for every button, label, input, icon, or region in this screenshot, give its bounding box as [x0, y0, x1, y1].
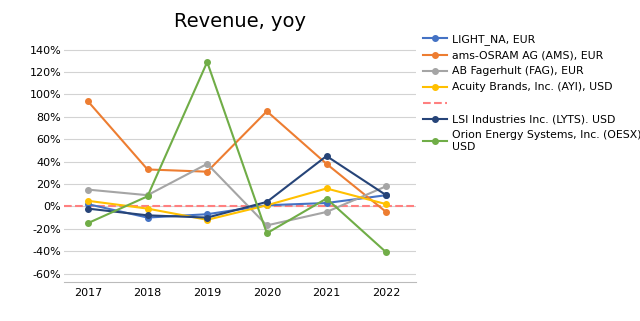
AB Fagerhult (FAG), EUR	[144, 193, 152, 197]
LSI Industries Inc. (LYTS). USD	[84, 207, 92, 211]
ams-OSRAM AG (AMS), EUR	[204, 170, 211, 174]
ams-OSRAM AG (AMS), EUR	[263, 109, 271, 113]
LIGHT_NA, EUR	[263, 203, 271, 207]
AB Fagerhult (FAG), EUR	[382, 184, 390, 188]
Orion Energy Systems, Inc. (OESX),
USD	[84, 221, 92, 225]
LIGHT_NA, EUR	[84, 202, 92, 206]
AB Fagerhult (FAG), EUR	[84, 188, 92, 192]
Title: Revenue, yoy: Revenue, yoy	[174, 13, 306, 31]
Acuity Brands, Inc. (AYI), USD	[323, 187, 330, 190]
LSI Industries Inc. (LYTS). USD	[144, 213, 152, 217]
LSI Industries Inc. (LYTS). USD	[204, 216, 211, 220]
LSI Industries Inc. (LYTS). USD	[382, 193, 390, 197]
Line: LIGHT_NA, EUR: LIGHT_NA, EUR	[85, 192, 389, 220]
Line: LSI Industries Inc. (LYTS). USD: LSI Industries Inc. (LYTS). USD	[85, 153, 389, 220]
Line: AB Fagerhult (FAG), EUR: AB Fagerhult (FAG), EUR	[85, 161, 389, 228]
Orion Energy Systems, Inc. (OESX),
USD	[263, 231, 271, 235]
Orion Energy Systems, Inc. (OESX),
USD	[144, 195, 152, 198]
ams-OSRAM AG (AMS), EUR	[144, 168, 152, 171]
Legend: LIGHT_NA, EUR, ams-OSRAM AG (AMS), EUR, AB Fagerhult (FAG), EUR, Acuity Brands, : LIGHT_NA, EUR, ams-OSRAM AG (AMS), EUR, …	[423, 34, 640, 152]
ams-OSRAM AG (AMS), EUR	[382, 210, 390, 214]
Line: Orion Energy Systems, Inc. (OESX),
USD: Orion Energy Systems, Inc. (OESX), USD	[85, 59, 389, 255]
Acuity Brands, Inc. (AYI), USD	[263, 203, 271, 207]
Orion Energy Systems, Inc. (OESX),
USD	[382, 250, 390, 254]
LSI Industries Inc. (LYTS). USD	[323, 154, 330, 158]
LIGHT_NA, EUR	[204, 212, 211, 216]
Orion Energy Systems, Inc. (OESX),
USD	[323, 197, 330, 201]
LSI Industries Inc. (LYTS). USD	[263, 200, 271, 204]
AB Fagerhult (FAG), EUR	[263, 223, 271, 227]
LIGHT_NA, EUR	[144, 216, 152, 220]
Line: Acuity Brands, Inc. (AYI), USD: Acuity Brands, Inc. (AYI), USD	[85, 186, 389, 222]
Acuity Brands, Inc. (AYI), USD	[382, 202, 390, 206]
Acuity Brands, Inc. (AYI), USD	[204, 218, 211, 222]
Acuity Brands, Inc. (AYI), USD	[144, 207, 152, 211]
AB Fagerhult (FAG), EUR	[204, 162, 211, 166]
Acuity Brands, Inc. (AYI), USD	[84, 199, 92, 203]
ams-OSRAM AG (AMS), EUR	[323, 162, 330, 166]
Line: ams-OSRAM AG (AMS), EUR: ams-OSRAM AG (AMS), EUR	[85, 99, 389, 215]
LIGHT_NA, EUR	[382, 193, 390, 197]
LIGHT_NA, EUR	[323, 201, 330, 205]
Orion Energy Systems, Inc. (OESX),
USD	[204, 60, 211, 64]
AB Fagerhult (FAG), EUR	[323, 210, 330, 214]
ams-OSRAM AG (AMS), EUR	[84, 99, 92, 103]
